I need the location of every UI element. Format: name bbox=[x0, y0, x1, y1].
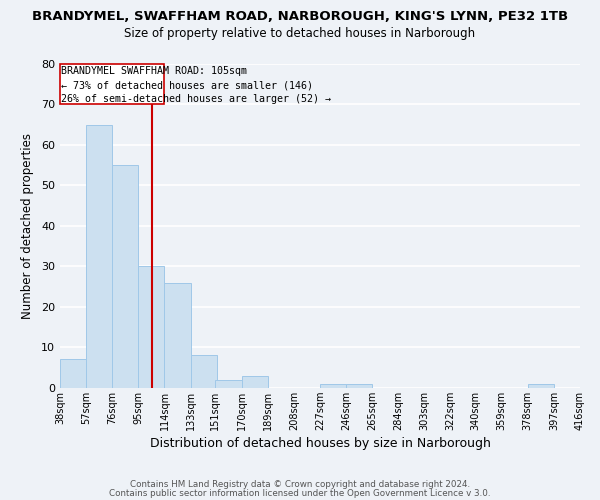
Bar bbox=[164, 282, 191, 388]
Y-axis label: Number of detached properties: Number of detached properties bbox=[21, 133, 34, 319]
Text: Contains public sector information licensed under the Open Government Licence v : Contains public sector information licen… bbox=[109, 488, 491, 498]
Text: BRANDYMEL, SWAFFHAM ROAD, NARBOROUGH, KING'S LYNN, PE32 1TB: BRANDYMEL, SWAFFHAM ROAD, NARBOROUGH, KI… bbox=[32, 10, 568, 23]
FancyBboxPatch shape bbox=[60, 64, 164, 104]
Bar bbox=[528, 384, 554, 388]
Bar bbox=[139, 266, 164, 388]
Bar bbox=[86, 124, 112, 388]
Bar bbox=[112, 165, 139, 388]
Bar bbox=[320, 384, 346, 388]
X-axis label: Distribution of detached houses by size in Narborough: Distribution of detached houses by size … bbox=[149, 437, 490, 450]
Bar bbox=[242, 376, 268, 388]
Text: BRANDYMEL SWAFFHAM ROAD: 105sqm
← 73% of detached houses are smaller (146)
26% o: BRANDYMEL SWAFFHAM ROAD: 105sqm ← 73% of… bbox=[61, 66, 331, 104]
Bar bbox=[60, 360, 86, 388]
Text: Size of property relative to detached houses in Narborough: Size of property relative to detached ho… bbox=[124, 28, 476, 40]
Bar bbox=[346, 384, 372, 388]
Bar bbox=[191, 356, 217, 388]
Bar bbox=[215, 380, 242, 388]
Text: Contains HM Land Registry data © Crown copyright and database right 2024.: Contains HM Land Registry data © Crown c… bbox=[130, 480, 470, 489]
